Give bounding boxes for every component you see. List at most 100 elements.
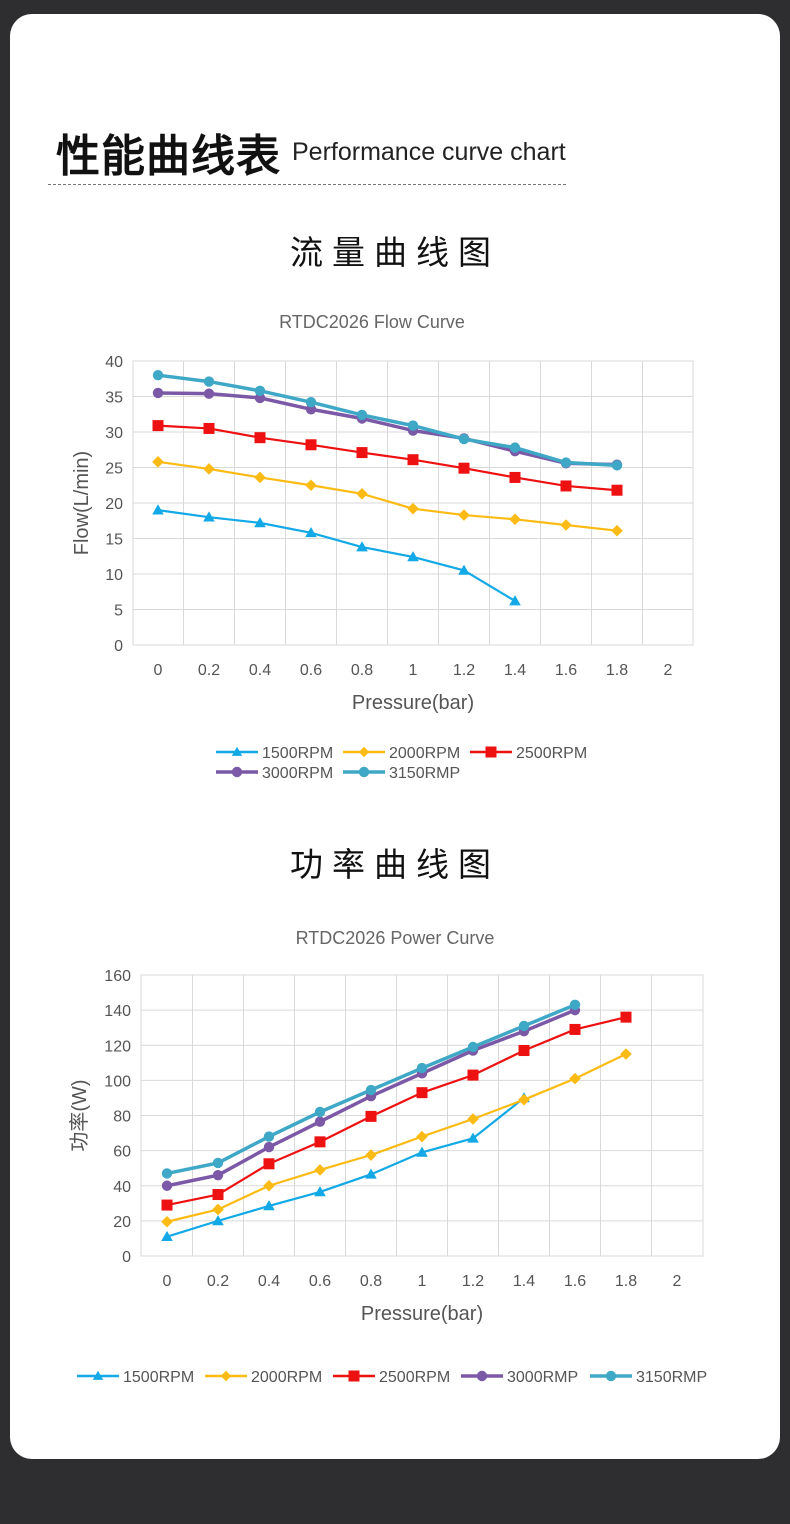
legend-label: 1500RPM — [123, 1369, 194, 1386]
data-point — [203, 463, 215, 475]
data-point — [254, 471, 266, 484]
data-point — [467, 1113, 479, 1125]
x-tick-label: 0.4 — [258, 1273, 280, 1290]
x-tick-label: 1.8 — [606, 662, 628, 679]
data-point — [305, 396, 317, 408]
data-point — [152, 504, 164, 515]
legend-label: 2000RPM — [389, 745, 460, 762]
x-tick-label: 0.8 — [360, 1273, 382, 1290]
x-tick-label: 0 — [163, 1273, 172, 1290]
header-divider — [48, 184, 566, 185]
data-point — [560, 457, 572, 468]
legend-swatch-marker — [348, 1370, 360, 1382]
legend-swatch-marker — [485, 746, 497, 758]
series-line-2000rpm — [157, 460, 618, 532]
data-point — [212, 1215, 224, 1226]
x-tick-label: 0.2 — [207, 1273, 229, 1290]
page-title: 性能曲线表 — [56, 131, 281, 182]
data-point — [152, 420, 164, 432]
y-tick-label: 25 — [105, 461, 123, 478]
x-tick-label: 0.6 — [309, 1273, 331, 1290]
y-tick-label: 140 — [104, 1003, 131, 1020]
data-point — [416, 1087, 428, 1099]
y-tick-label: 0 — [122, 1249, 131, 1266]
data-point — [161, 1168, 173, 1179]
x-tick-label: 0.6 — [300, 662, 322, 679]
data-point — [305, 527, 317, 538]
data-point — [314, 1186, 326, 1197]
data-point — [161, 1180, 173, 1191]
data-point — [203, 422, 215, 434]
data-point — [569, 999, 581, 1011]
data-point — [212, 1170, 224, 1181]
chart-title: RTDC2026 Flow Curve — [279, 312, 465, 332]
x-tick-label: 1.4 — [513, 1273, 535, 1290]
data-point — [254, 385, 266, 397]
x-tick-label: 1 — [409, 662, 418, 679]
legend-label: 2500RPM — [379, 1369, 450, 1386]
data-point — [212, 1203, 224, 1216]
data-point — [203, 388, 215, 399]
data-point — [212, 1157, 224, 1169]
y-tick-label: 5 — [114, 603, 123, 620]
x-tick-label: 0.4 — [249, 662, 271, 679]
data-point — [356, 541, 368, 552]
chart-title: RTDC2026 Power Curve — [296, 928, 495, 948]
x-tick-label: 1.8 — [615, 1273, 637, 1290]
data-point — [152, 387, 164, 399]
data-point — [263, 1200, 275, 1211]
x-tick-label: 0.8 — [351, 662, 373, 679]
data-point — [611, 524, 623, 537]
data-point — [407, 420, 419, 431]
data-point — [467, 1041, 479, 1053]
y-tick-label: 30 — [105, 425, 123, 442]
data-point — [560, 480, 572, 492]
y-axis-label: 功率(W) — [68, 1079, 91, 1151]
series-line-3000rpm — [157, 391, 618, 467]
y-axis-label: Flow(L/min) — [71, 451, 93, 555]
data-point — [314, 1164, 326, 1176]
data-point — [620, 1011, 632, 1023]
data-point — [458, 564, 470, 575]
data-point — [509, 595, 521, 606]
data-point — [467, 1069, 479, 1081]
data-point — [407, 454, 419, 466]
flow-chart: RTDC2026 Flow Curve 0 5 10 15 20 25 30 35 40 0 0.2 0… — [71, 312, 694, 782]
series-line-2500rpm — [166, 1016, 627, 1207]
data-point — [365, 1149, 377, 1161]
data-point — [314, 1116, 326, 1127]
y-tick-label: 20 — [105, 496, 123, 513]
data-point — [203, 511, 215, 522]
data-point — [212, 1189, 224, 1201]
x-tick-label: 1.4 — [504, 662, 526, 679]
power-chart-heading: 功率曲线图 — [290, 845, 500, 884]
data-point — [467, 1132, 479, 1143]
y-tick-label: 60 — [113, 1144, 131, 1161]
data-point — [365, 1168, 377, 1179]
data-point — [152, 456, 164, 468]
y-tick-label: 40 — [113, 1179, 131, 1196]
legend-label: 3150RMP — [389, 765, 460, 782]
legend-label: 3150RMP — [636, 1369, 707, 1386]
y-tick-label: 0 — [114, 638, 123, 655]
data-point — [161, 1215, 173, 1228]
legend-label: 2500RPM — [516, 745, 587, 762]
data-point — [458, 462, 470, 474]
data-point — [305, 439, 317, 451]
data-point — [305, 479, 317, 492]
data-point — [416, 1062, 428, 1074]
data-point — [407, 551, 419, 562]
data-point — [416, 1146, 428, 1157]
legend-swatch-marker — [92, 1370, 104, 1380]
data-point — [560, 519, 572, 531]
series-line-1500rpm — [157, 509, 516, 602]
data-point — [569, 1072, 581, 1085]
page-subtitle: Performance curve chart — [292, 138, 566, 166]
data-point — [254, 432, 266, 444]
legend-swatch-marker — [605, 1370, 617, 1382]
flow-chart-heading: 流量曲线图 — [290, 233, 500, 272]
data-point — [416, 1130, 428, 1143]
legend-label: 3000RMP — [507, 1369, 578, 1386]
data-point — [458, 433, 470, 445]
data-point — [518, 1045, 530, 1057]
